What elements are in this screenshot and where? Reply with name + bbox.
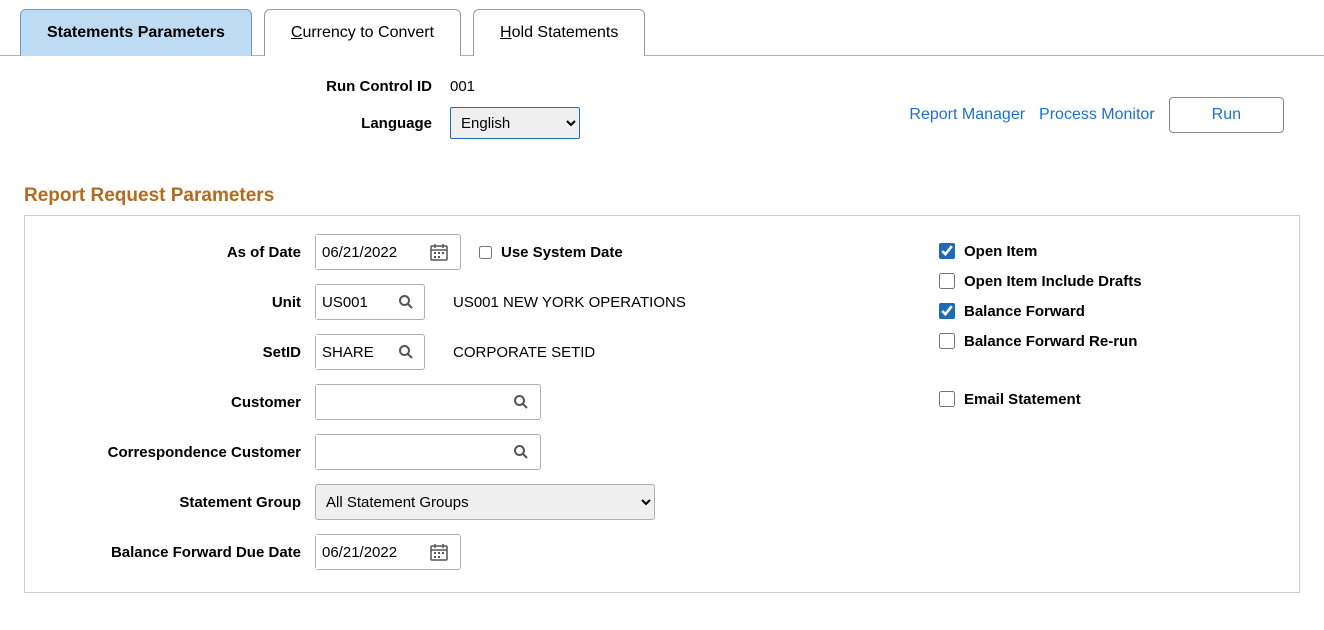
use-system-date-checkbox[interactable] [479, 246, 492, 259]
language-label: Language [0, 115, 450, 132]
search-icon[interactable] [506, 394, 536, 410]
search-icon[interactable] [506, 444, 536, 460]
balance-forward-due-date-input[interactable] [316, 535, 424, 569]
balance-forward-wrapper: Balance Forward [935, 300, 1289, 322]
setid-label: SetID [35, 344, 315, 361]
tab-currency-to-convert[interactable]: Currency to Convert [264, 9, 461, 56]
calendar-icon[interactable] [424, 542, 454, 562]
run-control-id-label: Run Control ID [0, 78, 450, 95]
correspondence-customer-label: Correspondence Customer [35, 444, 315, 461]
as-of-date-field-wrapper [315, 234, 461, 270]
customer-input[interactable] [316, 385, 506, 419]
balance-forward-due-date-wrapper [315, 534, 461, 570]
customer-label: Customer [35, 394, 315, 411]
report-manager-link[interactable]: Report Manager [909, 106, 1025, 124]
use-system-date-wrapper: Use System Date [475, 243, 623, 262]
email-statement-wrapper: Email Statement [935, 388, 1289, 410]
tab-bar: Statements Parameters Currency to Conver… [0, 0, 1324, 56]
as-of-date-input[interactable] [316, 235, 424, 269]
tab-underline-letter: H [500, 24, 512, 41]
setid-input[interactable] [316, 335, 391, 369]
search-icon[interactable] [391, 344, 421, 360]
open-item-checkbox[interactable] [939, 243, 955, 259]
process-monitor-link[interactable]: Process Monitor [1039, 106, 1155, 124]
balance-forward-rerun-label: Balance Forward Re-run [964, 333, 1137, 350]
open-item-label: Open Item [964, 243, 1037, 260]
header-actions: Report Manager Process Monitor Run [909, 97, 1284, 133]
run-control-id-value: 001 [450, 78, 475, 95]
balance-forward-label: Balance Forward [964, 303, 1085, 320]
report-request-parameters: As of Date Use System Date Unit US001 [24, 215, 1300, 593]
calendar-icon[interactable] [424, 242, 454, 262]
open-item-drafts-checkbox[interactable] [939, 273, 955, 289]
setid-field-wrapper [315, 334, 425, 370]
balance-forward-rerun-wrapper: Balance Forward Re-run [935, 330, 1289, 352]
use-system-date-label: Use System Date [501, 244, 623, 261]
tab-statements-parameters[interactable]: Statements Parameters [20, 9, 252, 56]
params-left-column: As of Date Use System Date Unit US001 [35, 234, 935, 570]
balance-forward-rerun-checkbox[interactable] [939, 333, 955, 349]
unit-input[interactable] [316, 285, 391, 319]
customer-field-wrapper [315, 384, 541, 420]
unit-label: Unit [35, 294, 315, 311]
page-header-row: Run Control ID 001 Language English Repo… [0, 78, 1324, 151]
as-of-date-label: As of Date [35, 244, 315, 261]
run-control-block: Run Control ID 001 Language English [0, 78, 600, 151]
open-item-drafts-label: Open Item Include Drafts [964, 273, 1142, 290]
unit-field-wrapper [315, 284, 425, 320]
statement-group-select[interactable]: All Statement Groups [315, 484, 655, 520]
open-item-wrapper: Open Item [935, 240, 1289, 262]
balance-forward-checkbox[interactable] [939, 303, 955, 319]
run-button[interactable]: Run [1169, 97, 1284, 133]
correspondence-customer-field-wrapper [315, 434, 541, 470]
email-statement-label: Email Statement [964, 391, 1081, 408]
tab-hold-statements[interactable]: Hold Statements [473, 9, 645, 56]
open-item-drafts-wrapper: Open Item Include Drafts [935, 270, 1289, 292]
search-icon[interactable] [391, 294, 421, 310]
tab-label: Statements Parameters [47, 24, 225, 41]
tab-underline-letter: C [291, 24, 303, 41]
email-statement-checkbox[interactable] [939, 391, 955, 407]
correspondence-customer-input[interactable] [316, 435, 506, 469]
tab-label-rest: old Statements [512, 24, 619, 41]
setid-description: CORPORATE SETID [453, 344, 595, 361]
language-select[interactable]: English [450, 107, 580, 139]
unit-description: US001 NEW YORK OPERATIONS [453, 294, 686, 311]
tab-label-rest: urrency to Convert [302, 24, 434, 41]
section-title: Report Request Parameters [24, 185, 1324, 207]
balance-forward-due-date-label: Balance Forward Due Date [35, 544, 315, 561]
params-right-column: Open Item Open Item Include Drafts Balan… [935, 234, 1289, 570]
statement-group-label: Statement Group [35, 494, 315, 511]
